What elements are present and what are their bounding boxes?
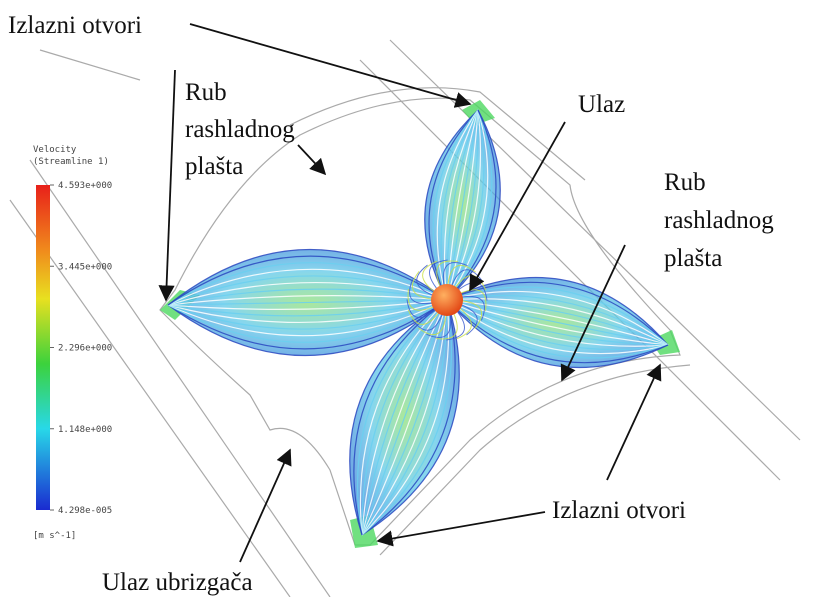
legend: Velocity (Streamline 1) 4.593e+000 3.445e… <box>33 145 112 541</box>
inlet-sphere <box>431 284 463 316</box>
legend-unit: [m s^-1] <box>33 531 76 541</box>
colorbar-label: 1.148e+000 <box>58 425 112 435</box>
colorbar-label: 4.298e-005 <box>58 506 112 516</box>
label: Rub <box>185 79 227 106</box>
colorbar-label: 4.593e+000 <box>58 181 112 191</box>
label: rashladnog <box>664 207 774 234</box>
label: rashladnog <box>185 116 295 143</box>
label: Rub <box>664 169 706 196</box>
colorbar-label: 2.296e+000 <box>58 344 112 354</box>
label: Izlazni otvori <box>552 497 686 524</box>
label: plašta <box>185 153 243 180</box>
legend-title: Velocity <box>33 145 77 155</box>
label: plašta <box>664 245 722 272</box>
legend-subtitle: (Streamline 1) <box>33 157 109 167</box>
label: Ulaz <box>578 91 625 118</box>
colorbar-label: 3.445e+000 <box>58 262 112 272</box>
figure: Velocity (Streamline 1) 4.593e+000 3.445e… <box>0 0 827 597</box>
label: Ulaz ubrizgača <box>102 569 253 596</box>
colorbar <box>36 185 50 510</box>
label: Izlazni otvori <box>8 12 142 39</box>
